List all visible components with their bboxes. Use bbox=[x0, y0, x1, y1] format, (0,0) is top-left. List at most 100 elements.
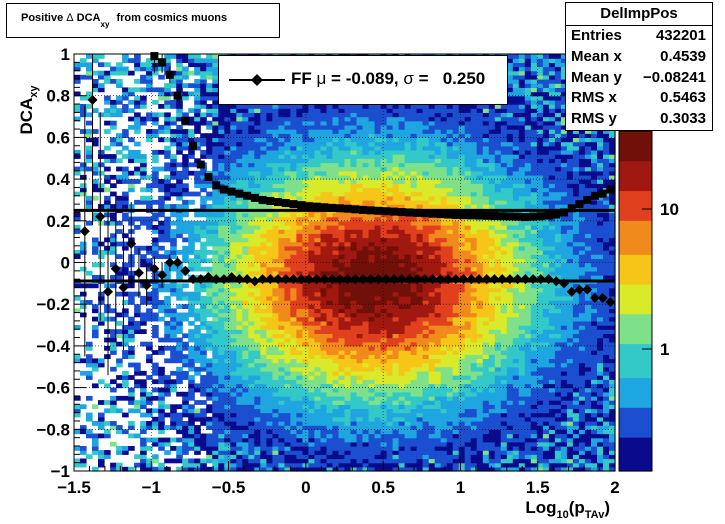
heat-cell bbox=[146, 87, 153, 93]
heat-cell bbox=[164, 162, 171, 168]
heat-cell bbox=[302, 404, 309, 410]
heat-cell bbox=[140, 458, 147, 464]
heat-cell bbox=[194, 383, 201, 389]
heat-cell bbox=[254, 149, 261, 155]
heat-cell bbox=[224, 433, 231, 439]
heat-cell bbox=[404, 304, 412, 309]
heat-cell bbox=[302, 295, 309, 301]
heat-cell bbox=[356, 133, 364, 138]
heat-cell bbox=[218, 120, 225, 126]
heat-cell bbox=[224, 154, 231, 159]
heat-cell bbox=[242, 262, 249, 268]
heat-cell bbox=[332, 220, 340, 226]
heat-cell bbox=[302, 158, 309, 164]
heat-cell bbox=[260, 295, 267, 301]
heat-cell bbox=[242, 116, 249, 122]
heat-cell bbox=[344, 183, 352, 189]
heat-cell bbox=[182, 183, 189, 189]
heat-cell bbox=[200, 283, 207, 289]
heat-cell bbox=[416, 416, 424, 422]
heat-cell bbox=[332, 400, 340, 405]
heat-cell bbox=[170, 191, 177, 197]
heat-cell bbox=[212, 216, 219, 222]
heat-cell bbox=[152, 154, 159, 159]
heat-cell bbox=[188, 262, 195, 268]
heat-cell bbox=[242, 379, 249, 385]
heat-cell bbox=[134, 454, 141, 460]
heat-cell bbox=[320, 433, 328, 439]
heat-cell bbox=[224, 308, 231, 314]
heat-cell bbox=[212, 308, 219, 314]
heat-cell bbox=[254, 312, 261, 318]
heat-cell bbox=[398, 437, 406, 443]
heat-cell bbox=[398, 120, 406, 126]
heat-cell bbox=[242, 212, 249, 218]
heat-cell bbox=[194, 70, 201, 76]
heat-cell bbox=[164, 254, 171, 259]
heat-cell bbox=[290, 133, 297, 138]
heat-cell bbox=[314, 149, 321, 155]
heat-cell bbox=[284, 421, 291, 426]
heat-cell bbox=[398, 116, 406, 122]
heat-cell bbox=[206, 225, 213, 230]
heat-cell bbox=[296, 129, 303, 134]
heat-cell bbox=[86, 300, 93, 305]
heat-cell bbox=[356, 366, 364, 372]
heat-cell bbox=[260, 174, 267, 180]
heat-cell bbox=[188, 391, 195, 397]
heat-cell bbox=[212, 237, 219, 243]
heat-cell bbox=[398, 454, 406, 460]
heat-cell bbox=[254, 170, 261, 176]
heat-cell bbox=[416, 375, 424, 380]
heat-cell bbox=[260, 454, 267, 460]
heat-cell bbox=[356, 237, 364, 243]
heat-cell bbox=[242, 108, 249, 113]
heat-cell bbox=[188, 54, 195, 59]
heat-cell bbox=[362, 291, 370, 297]
heat-cell bbox=[314, 137, 321, 143]
heat-cell bbox=[362, 287, 370, 293]
heat-cell bbox=[356, 275, 364, 280]
heat-cell bbox=[302, 220, 309, 226]
heat-cell bbox=[272, 333, 279, 339]
heat-cell bbox=[176, 233, 183, 239]
heat-cell bbox=[380, 466, 388, 472]
heat-cell bbox=[278, 341, 285, 347]
heat-cell bbox=[344, 383, 352, 389]
heat-cell bbox=[260, 370, 267, 376]
heat-cell bbox=[290, 108, 297, 113]
heat-cell bbox=[200, 341, 207, 347]
heat-cell bbox=[86, 341, 93, 347]
heat-cell bbox=[200, 258, 207, 264]
heat-cell bbox=[122, 95, 129, 101]
heat-cell bbox=[320, 166, 328, 172]
heat-cell bbox=[344, 316, 352, 322]
heat-cell bbox=[188, 345, 195, 351]
heat-cell bbox=[206, 391, 213, 397]
heat-cell bbox=[338, 250, 346, 255]
heat-cell bbox=[284, 295, 291, 301]
heat-cell bbox=[110, 425, 117, 430]
heat-cell bbox=[404, 270, 412, 276]
heat-cell bbox=[116, 108, 123, 113]
heat-cell bbox=[380, 283, 388, 289]
heat-cell bbox=[410, 416, 418, 422]
heat-cell bbox=[392, 266, 400, 272]
heat-cell bbox=[254, 404, 261, 410]
heat-cell bbox=[398, 370, 406, 376]
heat-cell bbox=[236, 416, 243, 422]
heat-cell bbox=[182, 162, 189, 168]
heat-cell bbox=[236, 433, 243, 439]
heat-cell bbox=[80, 291, 87, 297]
heat-cell bbox=[164, 204, 171, 209]
heat-cell bbox=[314, 116, 321, 122]
heat-cell bbox=[92, 83, 99, 88]
heat-cell bbox=[194, 408, 201, 414]
heat-cell bbox=[116, 395, 123, 401]
heat-cell bbox=[182, 395, 189, 401]
heat-cell bbox=[368, 412, 376, 418]
heat-cell bbox=[368, 446, 376, 451]
heat-cell bbox=[254, 245, 261, 251]
heat-cell bbox=[194, 174, 201, 180]
heat-cell bbox=[386, 325, 394, 330]
